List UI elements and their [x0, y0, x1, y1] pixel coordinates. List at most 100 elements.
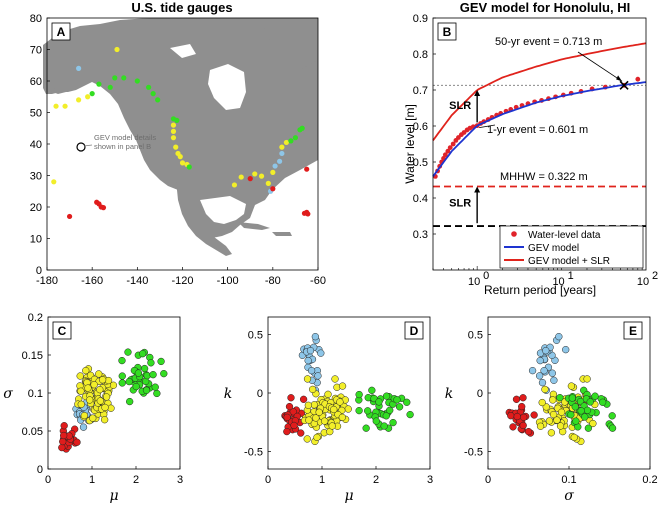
gauge-point [283, 413, 291, 422]
water-level-point [456, 135, 461, 140]
gauge-point [84, 384, 92, 392]
station-marker [100, 205, 107, 211]
station-marker [288, 138, 294, 144]
water-level-point [450, 141, 456, 147]
station-marker [265, 180, 271, 186]
gauge-point [297, 429, 305, 437]
station-marker [114, 46, 120, 53]
xtick-label: 0 [265, 474, 271, 486]
gauge-point [303, 435, 311, 443]
gauge-point [513, 412, 521, 421]
gauge-point [76, 372, 84, 380]
legend-marker-data [511, 231, 517, 237]
map-title: U.S. tide gauges [131, 0, 232, 15]
gauge-point [149, 371, 157, 379]
gauge-point [313, 433, 321, 442]
gauge-point [364, 407, 372, 415]
panel-e: 0 0.1 0.2 -0.5 0 0.5 E σ k [445, 316, 658, 504]
gauge-point [507, 412, 515, 420]
gauge-point [100, 416, 109, 424]
gauge-point [157, 357, 165, 366]
gauge-point [331, 375, 339, 383]
xtick-label: 2 [373, 474, 379, 486]
gauge-point [285, 402, 294, 411]
gauge-point [125, 377, 133, 386]
gauge-point [283, 427, 291, 436]
station-marker [177, 154, 183, 160]
station-marker [277, 158, 283, 164]
gauge-point [583, 375, 591, 383]
gauge-point [95, 370, 103, 378]
station-marker [283, 139, 289, 146]
map-ytick-label: 30 [30, 171, 42, 183]
gev-annotations: 50-yr event = 0.713 m 1-yr event = 0.601 … [449, 36, 623, 224]
station-marker [121, 75, 127, 81]
event50-label: 50-yr event = 0.713 m [495, 36, 602, 48]
panel-d-frame [267, 316, 431, 470]
gauge-point [86, 396, 94, 404]
station-marker [292, 135, 299, 141]
gauge-point [591, 392, 599, 400]
station-marker [76, 97, 82, 103]
ytick-label: 0 [37, 464, 43, 476]
panel-b: GEV model for Honolulu, HI 10 0 10 1 10 20.30… [403, 0, 658, 297]
station-marker [107, 84, 113, 90]
map-xtick-label: -80 [265, 275, 281, 287]
panel-c-axes: 0 1 2 3 0 0.05 0.1 0.15 0.2 [22, 312, 183, 486]
gauge-point [90, 381, 98, 389]
gauge-point [77, 400, 85, 408]
station-marker [270, 186, 276, 192]
gauge-point [547, 429, 556, 437]
panel-a-label: A [57, 25, 66, 39]
gauge-point [536, 422, 545, 430]
map-ytick-label: 0 [36, 265, 42, 277]
gauge-point [324, 390, 332, 398]
panel-d-points [281, 333, 414, 446]
map-xtick-label: -60 [310, 275, 326, 287]
gev-ytick-label: 0.3 [413, 229, 428, 241]
gauge-point [536, 356, 544, 365]
ytick-label: 0.1 [28, 388, 43, 400]
slr-arrowhead-bottom [474, 186, 481, 193]
station-marker [170, 128, 177, 134]
station-marker [146, 84, 152, 90]
gauge-point [386, 406, 394, 414]
gauge-point [362, 424, 370, 432]
gauge-point [118, 372, 126, 380]
gauge-point [139, 350, 147, 358]
gauge-point [306, 347, 315, 355]
gauge-point [317, 349, 325, 357]
panel-c-label: C [58, 324, 67, 338]
annotation-line-2: shown in panel B [94, 142, 151, 151]
gauge-point [567, 411, 575, 419]
gauge-point [519, 421, 527, 430]
gauge-point [541, 385, 549, 394]
gev-xtick-label: 10 [468, 276, 480, 288]
gauge-point [336, 398, 344, 406]
gauge-point [375, 398, 383, 406]
gauge-point [118, 356, 126, 365]
gev-ytick-label: 0.6 [413, 121, 428, 133]
panel-e-axes: 0 0.1 0.2 -0.5 0 0.5 [464, 330, 658, 486]
gauge-point [509, 423, 517, 431]
ytick-label: 0.05 [22, 426, 43, 438]
gev-xtick-exponent: 1 [568, 270, 574, 282]
annotation-pointer [83, 144, 93, 147]
gev-curves [432, 42, 647, 227]
gev-frame [432, 17, 647, 271]
xtick-label: 1 [89, 474, 95, 486]
gauge-point [102, 393, 111, 401]
station-marker [51, 179, 57, 185]
gauge-point [140, 364, 149, 373]
gauge-point [304, 401, 313, 409]
gauge-point [581, 413, 589, 421]
station-marker [304, 166, 310, 172]
gauge-point [556, 394, 564, 402]
panel-d-xlabel: μ [344, 488, 353, 504]
water-level-point [635, 76, 641, 82]
ytick-label: 0 [257, 388, 263, 400]
gev-ytick-label: 0.4 [413, 193, 428, 205]
gauge-point [96, 397, 104, 405]
gauge-point [608, 424, 617, 432]
